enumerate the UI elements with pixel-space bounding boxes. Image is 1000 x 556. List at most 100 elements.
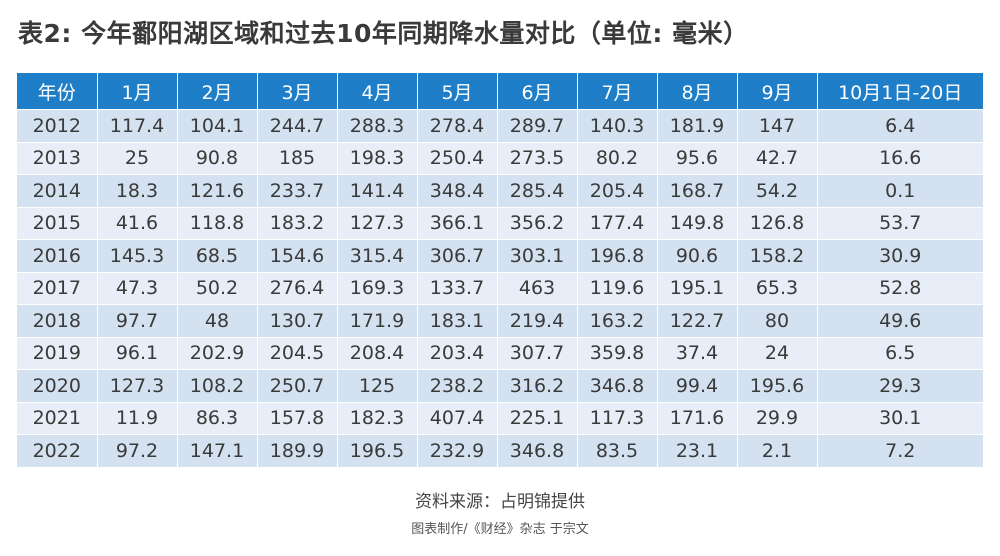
column-header: 4月 [336, 73, 417, 110]
value-cell: 289.7 [496, 109, 577, 142]
value-cell: 86.3 [176, 401, 257, 435]
value-cell: 154.6 [256, 239, 337, 272]
value-cell: 346.8 [496, 434, 577, 467]
column-header: 6月 [496, 73, 577, 110]
column-header: 10月1日-20日 [816, 73, 983, 110]
table-row: 2018 97.7 48 130.7 171.9 183.1 219.4 163.2 122.7… [17, 304, 983, 337]
value-cell: 125 [336, 369, 417, 402]
year-cell: 2017 [17, 271, 97, 305]
table-row: 2013 25 90.8 185 198.3 250.4 273.5 80.2 95.6 42.7… [17, 141, 983, 175]
value-cell: 7.2 [816, 434, 983, 467]
value-cell: 195.1 [656, 271, 737, 305]
value-cell: 49.6 [816, 304, 983, 337]
value-cell: 195.6 [736, 369, 817, 402]
value-cell: 30.9 [816, 239, 983, 272]
column-header: 年份 [17, 73, 97, 110]
value-cell: 208.4 [336, 336, 417, 370]
year-cell: 2018 [17, 304, 97, 337]
value-cell: 140.3 [576, 109, 657, 142]
value-cell: 204.5 [256, 336, 337, 370]
value-cell: 18.3 [96, 174, 177, 207]
value-cell: 182.3 [336, 401, 417, 435]
value-cell: 108.2 [176, 369, 257, 402]
column-header: 2月 [176, 73, 257, 110]
value-cell: 25 [96, 141, 177, 175]
column-header: 7月 [576, 73, 657, 110]
value-cell: 52.8 [816, 271, 983, 305]
table-row: 2020 127.3 108.2 250.7 125 238.2 316.2 346.8 99.… [17, 369, 983, 402]
value-cell: 233.7 [256, 174, 337, 207]
value-cell: 147.1 [176, 434, 257, 467]
column-header: 5月 [416, 73, 497, 110]
year-cell: 2016 [17, 239, 97, 272]
value-cell: 54.2 [736, 174, 817, 207]
value-cell: 463 [496, 271, 577, 305]
value-cell: 47.3 [96, 271, 177, 305]
year-cell: 2021 [17, 401, 97, 435]
value-cell: 6.4 [816, 109, 983, 142]
value-cell: 37.4 [656, 336, 737, 370]
value-cell: 198.3 [336, 141, 417, 175]
value-cell: 126.8 [736, 206, 817, 240]
value-cell: 250.7 [256, 369, 337, 402]
value-cell: 407.4 [416, 401, 497, 435]
value-cell: 80.2 [576, 141, 657, 175]
value-cell: 50.2 [176, 271, 257, 305]
value-cell: 29.3 [816, 369, 983, 402]
value-cell: 117.3 [576, 401, 657, 435]
page-title: 表2: 今年鄱阳湖区域和过去10年同期降水量对比（单位: 毫米） [18, 19, 749, 48]
value-cell: 315.4 [336, 239, 417, 272]
value-cell: 41.6 [96, 206, 177, 240]
value-cell: 346.8 [576, 369, 657, 402]
value-cell: 163.2 [576, 304, 657, 337]
value-cell: 130.7 [256, 304, 337, 337]
value-cell: 149.8 [656, 206, 737, 240]
data-source-note: 资料来源：占明锦提供 [415, 492, 585, 512]
value-cell: 2.1 [736, 434, 817, 467]
column-header: 8月 [656, 73, 737, 110]
value-cell: 273.5 [496, 141, 577, 175]
column-header: 3月 [256, 73, 337, 110]
value-cell: 232.9 [416, 434, 497, 467]
year-cell: 2013 [17, 141, 97, 175]
table-row: 2015 41.6 118.8 183.2 127.3 366.1 356.2 177.4 14… [17, 206, 983, 240]
value-cell: 348.4 [416, 174, 497, 207]
value-cell: 83.5 [576, 434, 657, 467]
value-cell: 158.2 [736, 239, 817, 272]
value-cell: 171.6 [656, 401, 737, 435]
year-cell: 2015 [17, 206, 97, 240]
table-row: 2014 18.3 121.6 233.7 141.4 348.4 285.4 205.4 16… [17, 174, 983, 207]
value-cell: 48 [176, 304, 257, 337]
value-cell: 6.5 [816, 336, 983, 370]
value-cell: 205.4 [576, 174, 657, 207]
value-cell: 30.1 [816, 401, 983, 435]
value-cell: 285.4 [496, 174, 577, 207]
value-cell: 24 [736, 336, 817, 370]
value-cell: 169.3 [336, 271, 417, 305]
value-cell: 133.7 [416, 271, 497, 305]
value-cell: 97.2 [96, 434, 177, 467]
value-cell: 183.2 [256, 206, 337, 240]
value-cell: 118.8 [176, 206, 257, 240]
value-cell: 104.1 [176, 109, 257, 142]
value-cell: 127.3 [336, 206, 417, 240]
value-cell: 225.1 [496, 401, 577, 435]
value-cell: 11.9 [96, 401, 177, 435]
value-cell: 306.7 [416, 239, 497, 272]
value-cell: 141.4 [336, 174, 417, 207]
table-row: 2012 117.4 104.1 244.7 288.3 278.4 289.7 140.3 1… [17, 109, 983, 142]
value-cell: 95.6 [656, 141, 737, 175]
table-row: 2022 97.2 147.1 189.9 196.5 232.9 346.8 83.5 23.… [17, 434, 983, 467]
value-cell: 276.4 [256, 271, 337, 305]
value-cell: 202.9 [176, 336, 257, 370]
value-cell: 303.1 [496, 239, 577, 272]
value-cell: 219.4 [496, 304, 577, 337]
value-cell: 68.5 [176, 239, 257, 272]
precipitation-table: 年份 1月 2月 3月 4月 5月 6月 7月 8月 9月 10月1日-20日 2012 117.4 1… [17, 73, 983, 467]
value-cell: 316.2 [496, 369, 577, 402]
value-cell: 145.3 [96, 239, 177, 272]
value-cell: 0.1 [816, 174, 983, 207]
year-cell: 2012 [17, 109, 97, 142]
year-cell: 2014 [17, 174, 97, 207]
value-cell: 65.3 [736, 271, 817, 305]
